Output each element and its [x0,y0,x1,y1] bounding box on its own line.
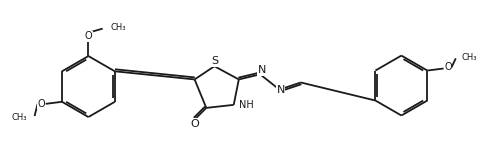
Text: CH₃: CH₃ [12,113,28,122]
Text: CH₃: CH₃ [461,53,477,62]
Text: S: S [211,56,218,66]
Text: O: O [190,119,199,129]
Text: N: N [277,85,285,95]
Text: O: O [444,62,452,72]
Text: O: O [85,31,92,41]
Text: CH₃: CH₃ [110,23,126,32]
Text: O: O [37,99,45,109]
Text: NH: NH [239,100,254,110]
Text: N: N [258,65,266,75]
